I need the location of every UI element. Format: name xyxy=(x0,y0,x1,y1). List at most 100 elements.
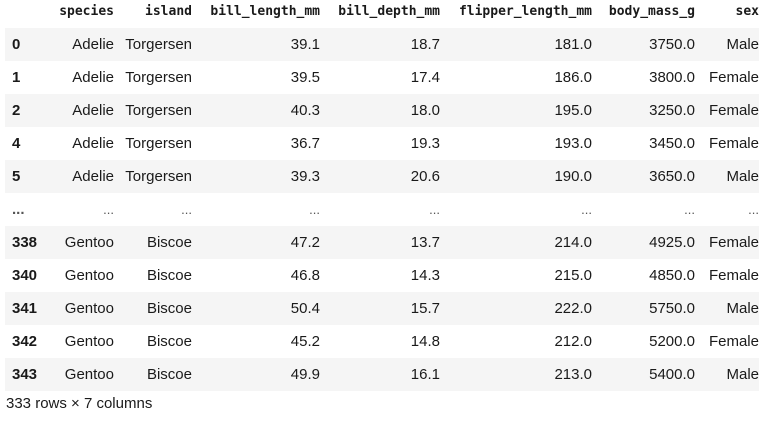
cell-island: Biscoe xyxy=(146,366,192,383)
table-row: 5 Adelie Torgersen 39.3 20.6 190.0 3650.… xyxy=(5,160,759,193)
cell-sex: Female xyxy=(708,135,759,152)
row-index: 342 xyxy=(12,333,38,350)
cell-island: Torgersen xyxy=(125,36,192,53)
cell-island: Torgersen xyxy=(125,102,192,119)
cell-species: ... xyxy=(103,202,114,217)
cell-bill-depth: ... xyxy=(429,202,440,217)
cell-bill-length: 46.8 xyxy=(290,267,320,284)
table-row: 0 Adelie Torgersen 39.1 18.7 181.0 3750.… xyxy=(5,28,759,61)
cell-body-mass: 4925.0 xyxy=(649,234,695,251)
cell-sex: Female xyxy=(708,69,759,86)
cell-bill-length: 39.3 xyxy=(290,168,320,185)
cell-sex: Male xyxy=(726,36,759,53)
cell-bill-length: 36.7 xyxy=(290,135,320,152)
cell-island: Biscoe xyxy=(146,234,192,251)
cell-bill-depth: 14.3 xyxy=(410,267,440,284)
cell-species: Adelie xyxy=(72,102,114,119)
cell-island: Torgersen xyxy=(125,135,192,152)
cell-flipper-length: 215.0 xyxy=(554,267,592,284)
cell-sex: Female xyxy=(708,234,759,251)
row-index: 338 xyxy=(12,234,38,251)
row-index: 1 xyxy=(12,69,21,86)
cell-body-mass: 3450.0 xyxy=(649,135,695,152)
row-index: 4 xyxy=(12,135,21,152)
cell-species: Gentoo xyxy=(64,333,114,350)
column-header-bill-length: bill_length_mm xyxy=(210,4,320,19)
cell-species: Gentoo xyxy=(64,234,114,251)
cell-bill-length: 39.1 xyxy=(290,36,320,53)
table-header: species island bill_length_mm bill_depth… xyxy=(5,0,759,28)
row-index: 2 xyxy=(12,102,21,119)
column-header-body-mass: body_mass_g xyxy=(608,4,695,19)
table-row: 343 Gentoo Biscoe 49.9 16.1 213.0 5400.0… xyxy=(5,358,759,391)
cell-flipper-length: 214.0 xyxy=(554,234,592,251)
cell-species: Gentoo xyxy=(64,300,114,317)
cell-species: Adelie xyxy=(72,36,114,53)
header-row: species island bill_length_mm bill_depth… xyxy=(5,0,759,28)
cell-sex: Male xyxy=(726,366,759,383)
cell-species: Gentoo xyxy=(64,267,114,284)
cell-flipper-length: 213.0 xyxy=(554,366,592,383)
cell-sex: Female xyxy=(708,333,759,350)
cell-bill-depth: 19.3 xyxy=(410,135,440,152)
column-header-island: island xyxy=(145,4,192,19)
cell-bill-depth: 18.7 xyxy=(410,36,440,53)
cell-body-mass: 3750.0 xyxy=(649,36,695,53)
cell-bill-depth: 20.6 xyxy=(410,168,440,185)
cell-body-mass: 3250.0 xyxy=(649,102,695,119)
cell-bill-length: 40.3 xyxy=(290,102,320,119)
cell-body-mass: ... xyxy=(684,202,695,217)
table-row: 340 Gentoo Biscoe 46.8 14.3 215.0 4850.0… xyxy=(5,259,759,292)
cell-flipper-length: 212.0 xyxy=(554,333,592,350)
cell-flipper-length: ... xyxy=(581,202,592,217)
cell-island: ... xyxy=(181,202,192,217)
table-row: 2 Adelie Torgersen 40.3 18.0 195.0 3250.… xyxy=(5,94,759,127)
cell-flipper-length: 195.0 xyxy=(554,102,592,119)
cell-bill-depth: 17.4 xyxy=(410,69,440,86)
cell-bill-depth: 18.0 xyxy=(410,102,440,119)
cell-body-mass: 4850.0 xyxy=(649,267,695,284)
dataframe-output: species island bill_length_mm bill_depth… xyxy=(5,0,759,391)
column-header-species: species xyxy=(59,4,114,19)
cell-sex: Male xyxy=(726,300,759,317)
cell-bill-depth: 13.7 xyxy=(410,234,440,251)
cell-flipper-length: 186.0 xyxy=(554,69,592,86)
cell-bill-length: 49.9 xyxy=(290,366,320,383)
row-index: 5 xyxy=(12,168,21,185)
row-index: 340 xyxy=(12,267,38,284)
cell-body-mass: 5750.0 xyxy=(649,300,695,317)
row-index: 343 xyxy=(12,366,38,383)
table-row: 4 Adelie Torgersen 36.7 19.3 193.0 3450.… xyxy=(5,127,759,160)
row-index: 0 xyxy=(12,36,21,53)
cell-body-mass: 5400.0 xyxy=(649,366,695,383)
cell-species: Gentoo xyxy=(64,366,114,383)
table-row: 1 Adelie Torgersen 39.5 17.4 186.0 3800.… xyxy=(5,61,759,94)
cell-bill-length: 45.2 xyxy=(290,333,320,350)
column-header-bill-depth: bill_depth_mm xyxy=(338,4,440,19)
cell-body-mass: 5200.0 xyxy=(649,333,695,350)
cell-bill-depth: 14.8 xyxy=(410,333,440,350)
cell-sex: ... xyxy=(748,202,759,217)
cell-species: Adelie xyxy=(72,168,114,185)
table-row: 342 Gentoo Biscoe 45.2 14.8 212.0 5200.0… xyxy=(5,325,759,358)
cell-bill-length: ... xyxy=(309,202,320,217)
cell-bill-length: 39.5 xyxy=(290,69,320,86)
row-index: 341 xyxy=(12,300,38,317)
cell-flipper-length: 190.0 xyxy=(554,168,592,185)
table-row: 338 Gentoo Biscoe 47.2 13.7 214.0 4925.0… xyxy=(5,226,759,259)
column-header-sex: sex xyxy=(735,4,759,19)
cell-flipper-length: 193.0 xyxy=(554,135,592,152)
cell-island: Torgersen xyxy=(125,69,192,86)
table-body: 0 Adelie Torgersen 39.1 18.7 181.0 3750.… xyxy=(5,28,759,391)
cell-bill-length: 50.4 xyxy=(290,300,320,317)
cell-flipper-length: 181.0 xyxy=(554,36,592,53)
cell-island: Torgersen xyxy=(125,168,192,185)
cell-sex: Female xyxy=(708,267,759,284)
ellipsis-row: ... ... ... ... ... ... ... ... xyxy=(5,193,759,226)
cell-bill-depth: 15.7 xyxy=(410,300,440,317)
cell-species: Adelie xyxy=(72,135,114,152)
cell-sex: Female xyxy=(708,102,759,119)
cell-bill-depth: 16.1 xyxy=(410,366,440,383)
cell-island: Biscoe xyxy=(146,267,192,284)
cell-bill-length: 47.2 xyxy=(290,234,320,251)
